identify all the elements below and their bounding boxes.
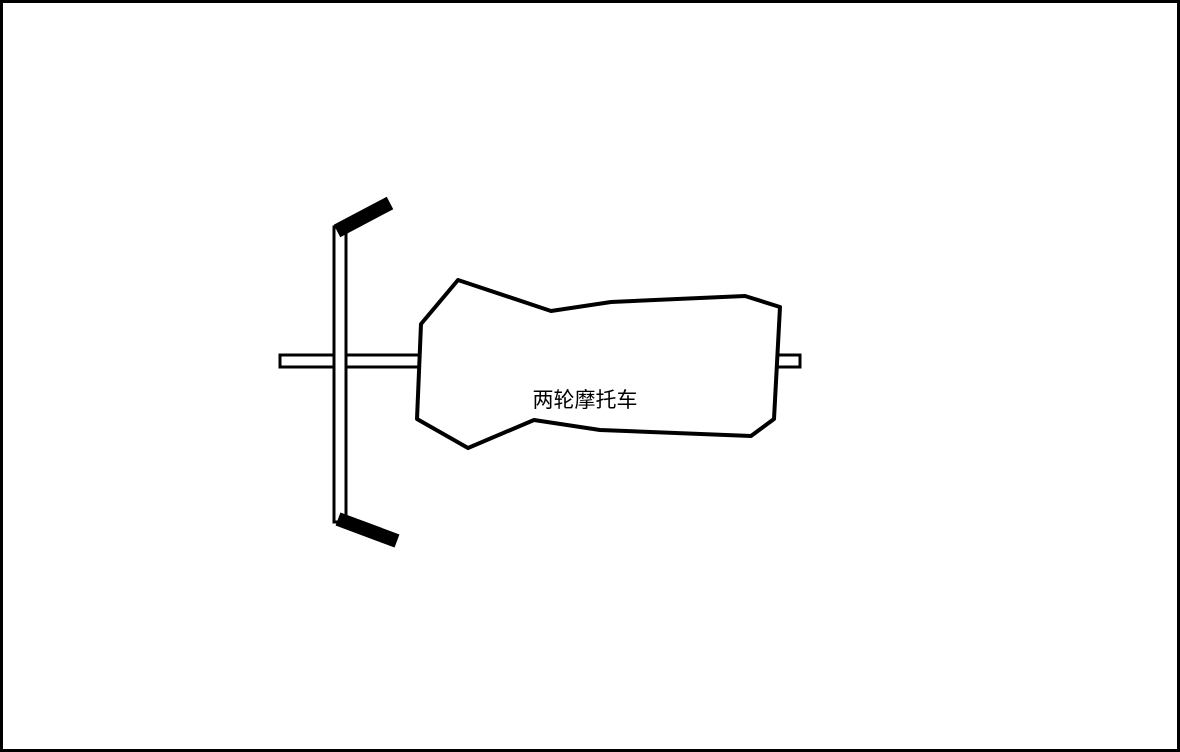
handlebar-column — [332, 225, 348, 524]
motorcycle-diagram: 两轮摩托车 — [278, 196, 802, 548]
bottom-grip — [335, 512, 400, 548]
top-grip — [333, 196, 394, 238]
motorcycle-body — [415, 278, 782, 450]
body-label: 两轮摩托车 — [533, 388, 638, 412]
